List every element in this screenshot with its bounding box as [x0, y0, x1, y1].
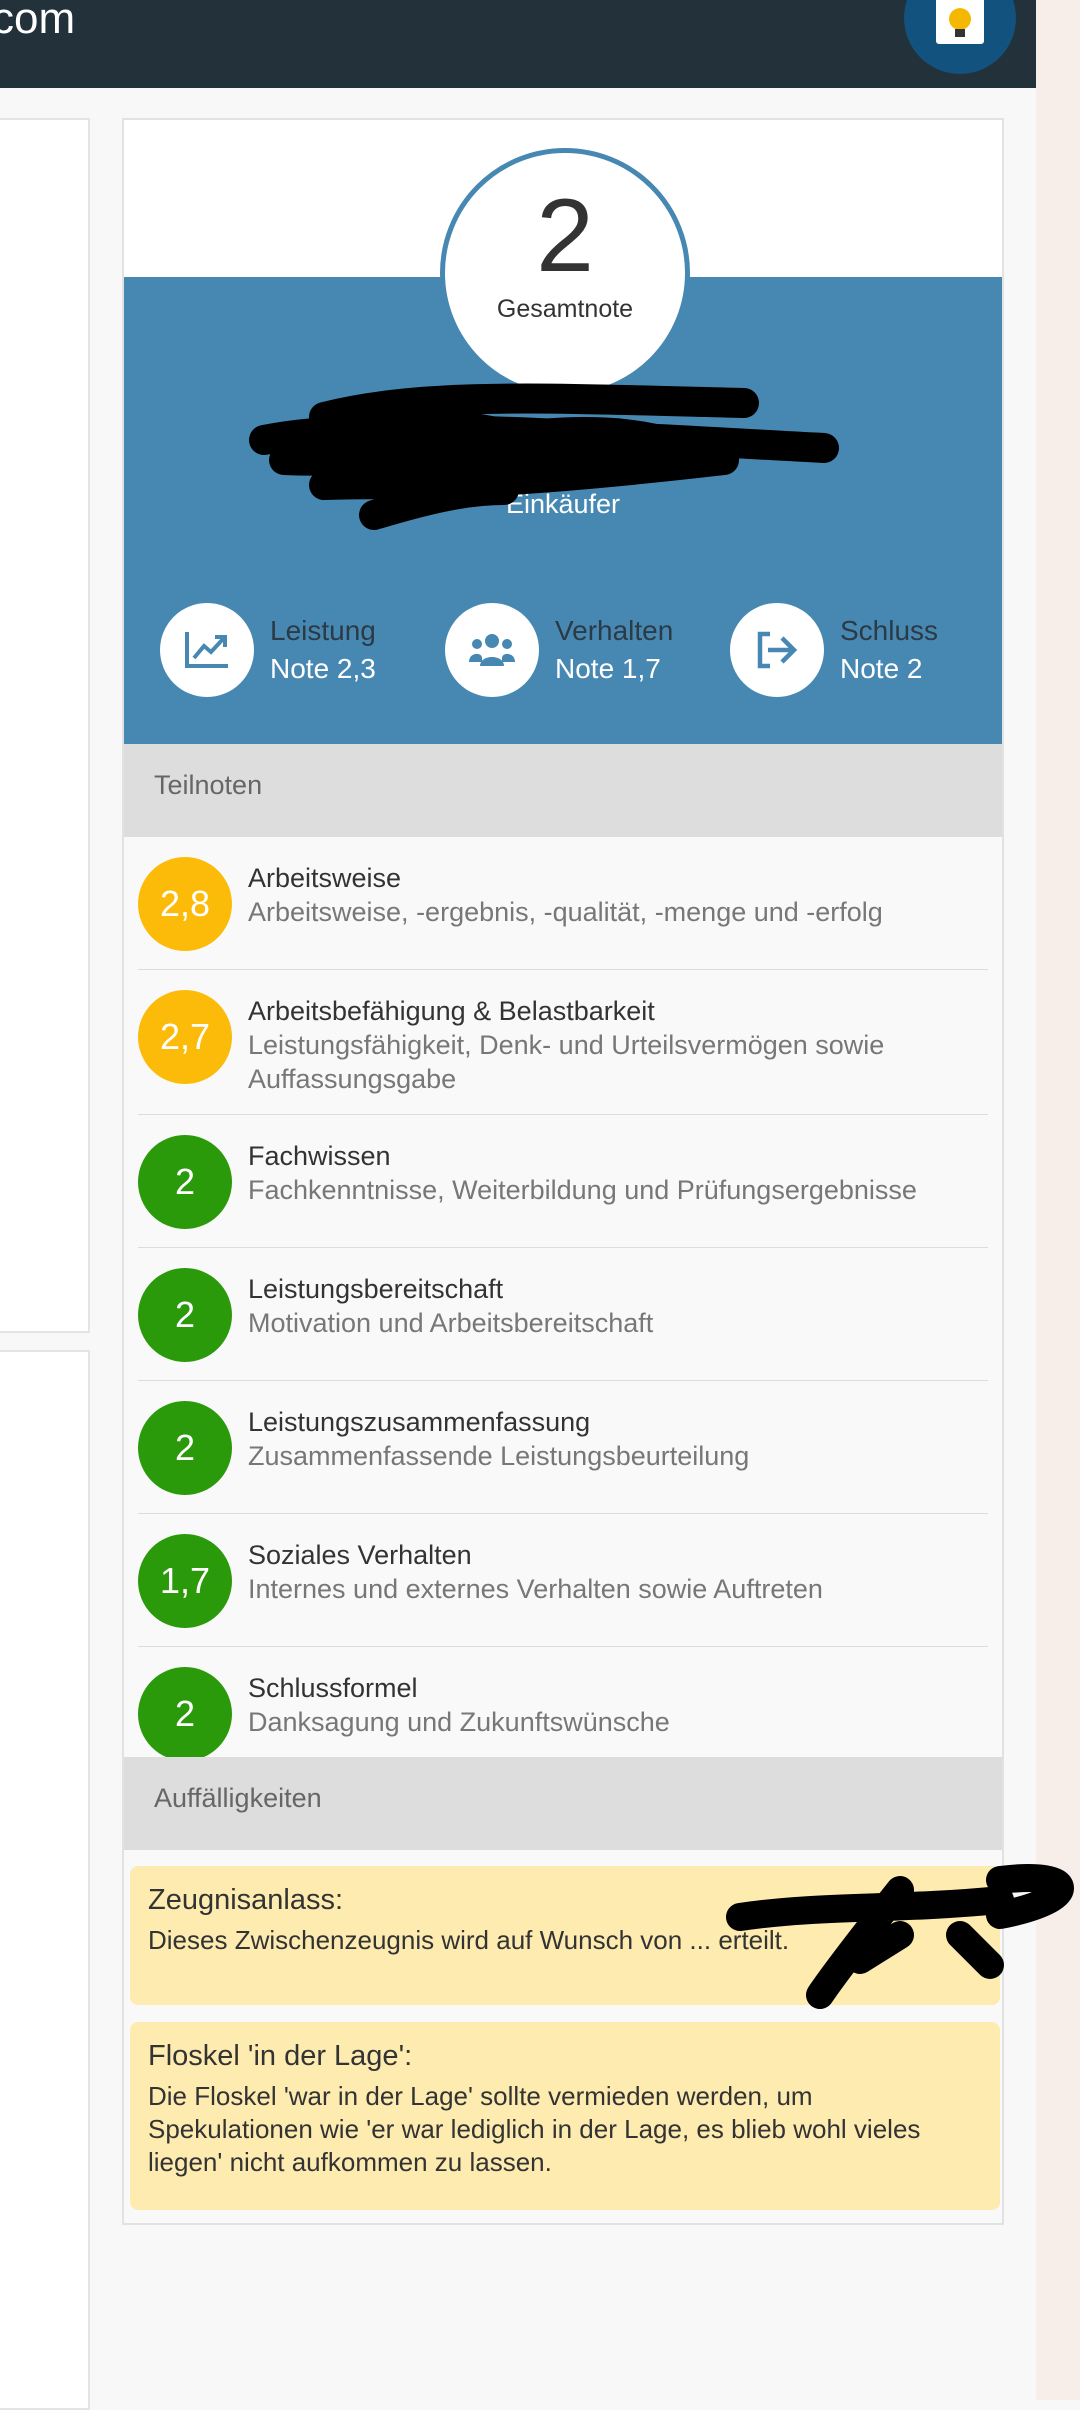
category-label: Schluss	[840, 615, 939, 646]
chart-line-icon	[160, 603, 254, 697]
teilnote-row[interactable]: 2,7 Arbeitsbefähigung & Belastbarkeit Leis…	[138, 970, 988, 1115]
sign-out-icon	[730, 603, 824, 697]
grade-badge: 2	[138, 1135, 232, 1229]
note-title: Zeugnisanlass:	[148, 1884, 344, 1916]
teilnote-title: Arbeitsweise	[248, 863, 402, 893]
category-note: Note 2	[840, 653, 923, 684]
job-title: Einkäufer	[505, 489, 621, 519]
teilnote-desc: Leistungsfähigkeit, Denk- und Urteilsver…	[248, 1030, 885, 1094]
lightbulb-document-icon[interactable]	[904, 0, 1016, 74]
teilnote-row[interactable]: 1,7 Soziales Verhalten Internes und extern…	[138, 1514, 988, 1647]
teilnote-desc: Zusammenfassende Leistungsbeurteilung	[248, 1441, 750, 1471]
overall-grade-label: Gesamtnote	[496, 295, 634, 323]
users-icon	[445, 603, 539, 697]
grade-badge: 1,7	[138, 1534, 232, 1628]
teilnote-row[interactable]: 2 Fachwissen Fachkenntnisse, Weiterbildung…	[138, 1115, 988, 1248]
left-card	[0, 118, 90, 1333]
teilnoten-list: 2,8 Arbeitsweise Arbeitsweise, -ergebnis, …	[138, 837, 988, 1780]
teilnoten-heading: Teilnoten	[124, 744, 1002, 837]
teilnote-row[interactable]: 2,8 Arbeitsweise Arbeitsweise, -ergebnis, …	[138, 837, 988, 970]
app-title: com	[0, 0, 76, 43]
category-label: Verhalten	[555, 615, 674, 646]
teilnote-title: Soziales Verhalten	[248, 1540, 472, 1570]
teilnote-row[interactable]: 2 Leistungsbereitschaft Motivation und Arb…	[138, 1248, 988, 1381]
grade-badge: 2	[138, 1401, 232, 1495]
teilnote-desc: Danksagung und Zukunftswünsche	[248, 1707, 670, 1737]
note-body: Die Floskel 'war in der Lage' sollte ver…	[148, 2081, 921, 2177]
category-schluss[interactable]: Schluss Note 2	[730, 603, 980, 697]
auffaelligkeiten-heading: Auffälligkeiten	[124, 1757, 1002, 1850]
side-strip	[1036, 0, 1080, 2400]
note-zeugnisanlass: Zeugnisanlass: Dieses Zwischenzeugnis wi…	[130, 1866, 1000, 2005]
overall-grade: 2	[536, 178, 594, 294]
teilnote-desc: Arbeitsweise, -ergebnis, -qualität, -men…	[248, 897, 883, 927]
category-label: Leistung	[270, 615, 376, 646]
teilnote-title: Fachwissen	[248, 1141, 391, 1171]
grade-badge: 2	[138, 1667, 232, 1761]
note-title: Floskel 'in der Lage':	[148, 2040, 413, 2072]
category-note: Note 1,7	[555, 653, 661, 684]
note-body: Dieses Zwischenzeugnis wird auf Wunsch v…	[148, 1925, 790, 1955]
teilnote-title: Leistungsbereitschaft	[248, 1274, 504, 1304]
result-card: Einkäufer Leistung Note 2,3 Verhalten Note…	[122, 118, 1004, 2225]
teilnote-title: Arbeitsbefähigung & Belastbarkeit	[248, 996, 655, 1026]
note-floskel: Floskel 'in der Lage': Die Floskel 'war …	[130, 2022, 1000, 2210]
app-header: com	[0, 0, 1036, 88]
category-note: Note 2,3	[270, 653, 376, 684]
grade-badge: 2,8	[138, 857, 232, 951]
teilnote-row[interactable]: 2 Schlussformel Danksagung und Zukunftswün…	[138, 1647, 988, 1780]
grade-badge: 2	[138, 1268, 232, 1362]
category-verhalten[interactable]: Verhalten Note 1,7	[445, 603, 695, 697]
teilnote-row[interactable]: 2 Leistungszusammenfassung Zusammenfassend…	[138, 1381, 988, 1514]
teilnote-desc: Fachkenntnisse, Weiterbildung und Prüfun…	[248, 1175, 917, 1205]
teilnote-title: Leistungszusammenfassung	[248, 1407, 591, 1437]
grade-badge: 2,7	[138, 990, 232, 1084]
overall-grade-circle: 2 Gesamtnote	[440, 148, 690, 398]
teilnote-desc: Internes und externes Verhalten sowie Au…	[248, 1574, 823, 1604]
category-leistung[interactable]: Leistung Note 2,3	[160, 603, 410, 697]
teilnote-desc: Motivation und Arbeitsbereitschaft	[248, 1308, 654, 1338]
teilnote-title: Schlussformel	[248, 1673, 418, 1703]
left-card-2	[0, 1350, 90, 2410]
